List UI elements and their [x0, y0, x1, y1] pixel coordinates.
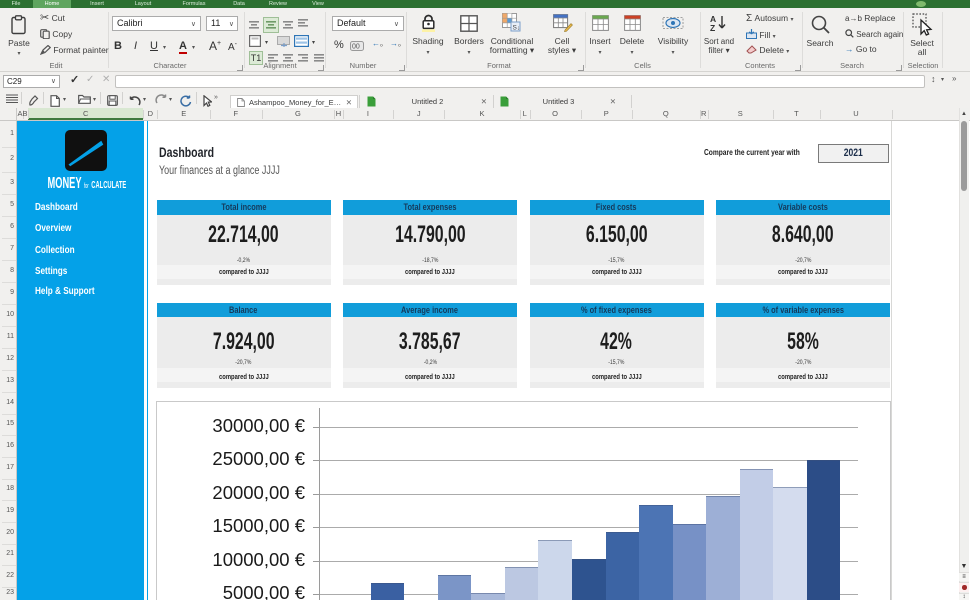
svg-text:A: A	[710, 14, 716, 24]
svg-text:S↓: S↓	[513, 25, 521, 32]
svg-text:00: 00	[352, 44, 360, 51]
svg-text:Z: Z	[710, 23, 715, 32]
